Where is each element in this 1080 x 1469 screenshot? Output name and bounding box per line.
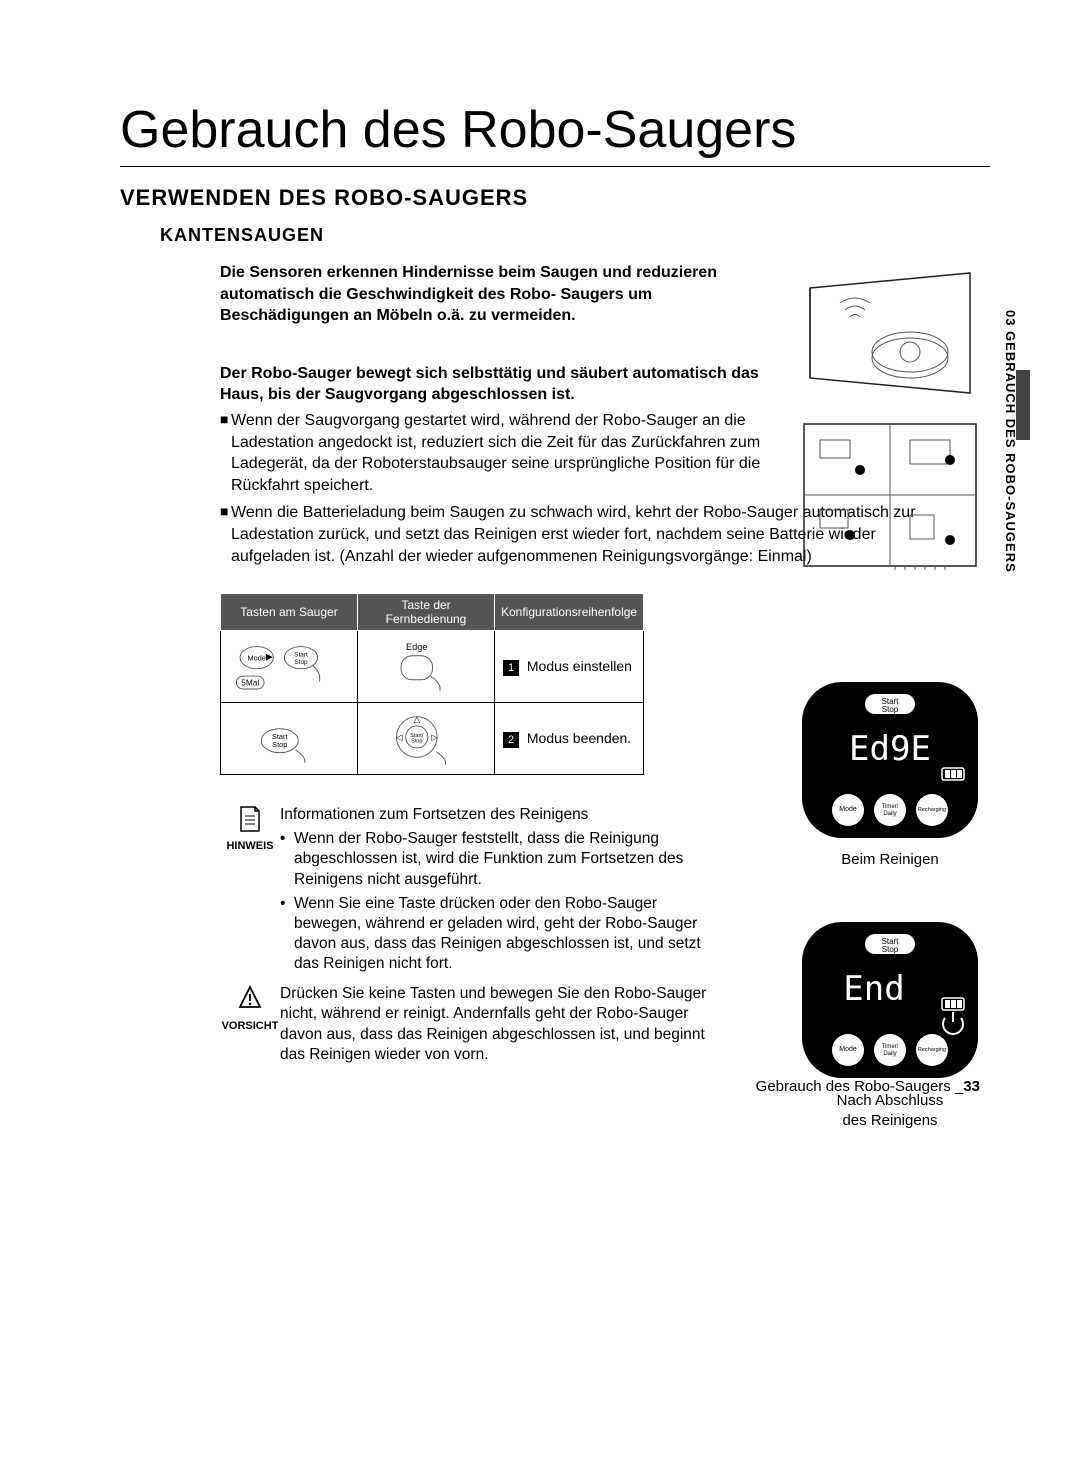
vacuum-buttons-cell: Mode ▶ Start Stop 5Mal	[221, 631, 358, 703]
corner-sensor-illustration	[800, 268, 980, 398]
svg-text:Stop: Stop	[411, 739, 422, 745]
device-caption: Nach Abschluss des Reinigens	[800, 1091, 980, 1130]
svg-text:Daily: Daily	[883, 1051, 896, 1057]
svg-text:Mode: Mode	[839, 806, 857, 813]
svg-text:▷: ▷	[431, 732, 438, 742]
svg-text:Timer/: Timer/	[882, 1044, 899, 1050]
step-label-cell: 2 Modus beenden.	[495, 703, 644, 775]
intro-paragraph-1: Die Sensoren erkennen Hindernisse beim S…	[220, 262, 770, 327]
note-block: HINWEIS Informationen zum Fortsetzen des…	[220, 805, 710, 978]
page-footer: Gebrauch des Robo-Saugers _33	[756, 1078, 980, 1095]
svg-text:Stop: Stop	[882, 945, 899, 954]
intro-paragraph-2: Der Robo-Sauger bewegt sich selbsttätig …	[220, 363, 770, 406]
note-label: HINWEIS	[220, 839, 280, 853]
note-item: •Wenn Sie eine Taste drücken oder den Ro…	[280, 894, 710, 975]
device-display-cleaning: Start Stop Ed9E Mode Timer/ Daily Rechar…	[800, 680, 980, 868]
floorplan-illustration	[800, 420, 980, 570]
svg-text:Recharging: Recharging	[918, 807, 946, 813]
section-title: VERWENDEN DES ROBO-SAUGERS	[120, 185, 990, 211]
remote-button-cell: Start/ Stop △ ◁ ▷	[358, 703, 495, 775]
repeat-note: 5Mal	[241, 677, 259, 687]
svg-text:△: △	[414, 714, 421, 724]
vacuum-buttons-cell: Start Stop	[221, 703, 358, 775]
table-header-row: Tasten am Sauger Taste der Fernbedienung…	[221, 594, 644, 631]
step-label: Modus beenden.	[527, 730, 631, 746]
caution-block: VORSICHT Drücken Sie keine Tasten und be…	[220, 984, 710, 1065]
note-heading: Informationen zum Fortsetzen des Reinige…	[280, 805, 710, 825]
step-number-badge: 2	[503, 732, 519, 748]
step-label: Modus einstellen	[527, 658, 632, 674]
steps-table: Tasten am Sauger Taste der Fernbedienung…	[220, 593, 644, 775]
table-header-cell: Konfigurationsreihenfolge	[495, 594, 644, 631]
svg-text:Timer/: Timer/	[882, 804, 899, 810]
table-row: Start Stop Start/ Stop △ ◁ ▷ 2	[221, 703, 644, 775]
remote-button-cell: Edge	[358, 631, 495, 703]
device-display-finished: Start Stop End Mode Timer/ Daily Recharg…	[800, 920, 980, 1130]
caution-text: Drücken Sie keine Tasten und bewegen Sie…	[280, 984, 710, 1065]
table-row: Mode ▶ Start Stop 5Mal Edge 1	[221, 631, 644, 703]
lcd-text: End	[843, 969, 904, 1009]
caution-icon	[238, 984, 262, 1012]
page-title: Gebrauch des Robo-Saugers	[120, 100, 990, 167]
table-header-cell: Taste der Fernbedienung	[358, 594, 495, 631]
svg-text:Daily: Daily	[883, 811, 896, 817]
device-caption: Beim Reinigen	[800, 851, 980, 868]
svg-text:Stop: Stop	[882, 705, 899, 714]
caution-label: VORSICHT	[220, 1019, 280, 1033]
svg-text:Stop: Stop	[272, 740, 287, 749]
side-tab-label: 03 GEBRAUCH DES ROBO-SAUGERS	[1003, 310, 1018, 573]
svg-text:Start: Start	[294, 652, 308, 659]
step-label-cell: 1 Modus einstellen	[495, 631, 644, 703]
edge-btn-label: Edge	[406, 642, 428, 652]
svg-text:Mode: Mode	[839, 1046, 857, 1053]
bullet-marker-icon: ■	[220, 410, 227, 429]
table-header-cell: Tasten am Sauger	[221, 594, 358, 631]
svg-text:Stop: Stop	[294, 659, 308, 666]
side-tab-marker	[1016, 370, 1030, 440]
sub-title: KANTENSAUGEN	[160, 225, 990, 246]
note-item: •Wenn der Robo-Sauger feststellt, dass d…	[280, 829, 710, 889]
step-number-badge: 1	[503, 660, 519, 676]
page-number: 33	[963, 1078, 980, 1095]
note-icon	[238, 805, 262, 833]
svg-text:▶: ▶	[266, 652, 273, 662]
svg-text:◁: ◁	[396, 732, 403, 742]
svg-text:Recharging: Recharging	[918, 1047, 946, 1053]
mode-btn-label: Mode	[247, 654, 265, 663]
bullet-text: Wenn der Saugvorgang gestartet wird, wäh…	[231, 410, 770, 496]
lcd-text: Ed9E	[849, 729, 931, 769]
bullet-marker-icon: ■	[220, 502, 227, 521]
bullet-item: ■ Wenn der Saugvorgang gestartet wird, w…	[220, 410, 770, 496]
